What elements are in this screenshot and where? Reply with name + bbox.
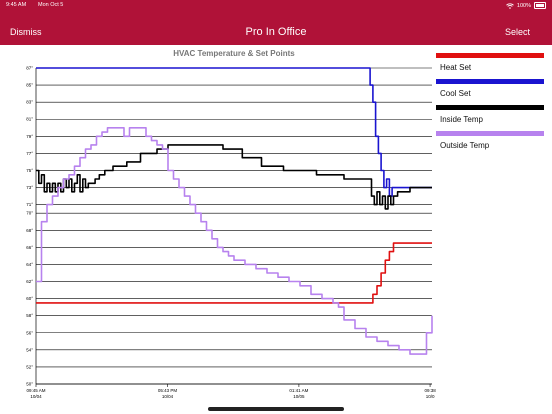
series-line-outside-temp <box>36 127 433 355</box>
status-time: 9:45 AM <box>6 2 27 8</box>
series-line-cool-set <box>36 67 432 197</box>
legend-swatch-heat-set <box>436 53 544 58</box>
x-tick-date: 10/04 <box>30 394 42 399</box>
legend-item-cool-set[interactable]: Cool Set <box>436 78 546 104</box>
hvac-chart: HVAC Temperature & Set Points 50° 52° 54° 56… <box>26 49 436 399</box>
x-tick-date: 10/04 <box>162 394 174 399</box>
y-tick-label: 50° <box>26 382 33 387</box>
nav-bar: Dismiss Pro In Office Select <box>0 12 552 45</box>
y-tick-label: 87° <box>26 66 33 71</box>
series-line-inside-temp <box>36 144 432 210</box>
legend-swatch-outside-temp <box>436 131 544 136</box>
status-right-group: 100% <box>506 2 546 9</box>
y-tick-label: 85° <box>26 83 33 88</box>
y-tick-label: 71° <box>26 202 33 207</box>
status-date: Mon Oct 5 <box>38 2 64 8</box>
battery-percent: 100% <box>516 2 531 9</box>
x-tick-time: 09:45 AM <box>26 388 45 393</box>
y-tick-label: 68° <box>26 228 33 233</box>
y-tick-label: 58° <box>26 313 33 318</box>
y-tick-label: 64° <box>26 262 33 267</box>
legend-label-heat-set: Heat Set <box>440 63 472 72</box>
legend-item-inside-temp[interactable]: Inside Temp <box>436 104 546 130</box>
y-tick-label: 81° <box>26 117 33 122</box>
x-tick-time: 01:41 AM <box>289 388 308 393</box>
home-indicator[interactable] <box>208 407 344 411</box>
page-title: Pro In Office <box>245 26 307 38</box>
legend-label-cool-set: Cool Set <box>440 89 471 98</box>
y-tick-label: 70° <box>26 211 33 216</box>
chart-title: HVAC Temperature & Set Points <box>173 49 295 58</box>
wifi-icon <box>506 2 514 9</box>
y-tick-label: 73° <box>26 185 33 190</box>
y-tick-label: 62° <box>26 279 33 284</box>
select-button[interactable]: Select <box>504 27 530 37</box>
y-tick-label: 60° <box>26 296 33 301</box>
y-tick-label: 75° <box>26 168 33 173</box>
y-tick-label: 79° <box>26 134 33 139</box>
battery-icon <box>534 2 546 9</box>
x-tick-date: 10/05 <box>293 394 305 399</box>
y-tick-label: 66° <box>26 245 33 250</box>
y-tick-label: 83° <box>26 100 33 105</box>
series-line-heat-set <box>36 242 432 304</box>
status-bar: 9:45 AM Mon Oct 5 100% <box>0 0 552 12</box>
legend-label-inside-temp: Inside Temp <box>440 115 483 124</box>
legend-swatch-inside-temp <box>436 105 544 110</box>
x-tick-date: 10/0 <box>426 394 435 399</box>
x-tick-time: 05:43 PM <box>158 388 178 393</box>
legend-item-outside-temp[interactable]: Outside Temp <box>436 130 546 156</box>
legend-swatch-cool-set <box>436 79 544 84</box>
x-tick-time: 09:38 <box>424 388 436 393</box>
legend-item-heat-set[interactable]: Heat Set <box>436 52 546 78</box>
y-tick-label: 77° <box>26 151 33 156</box>
y-tick-label: 56° <box>26 330 33 335</box>
y-tick-label: 52° <box>26 364 33 369</box>
dismiss-button[interactable]: Dismiss <box>10 27 42 37</box>
chart-legend: Heat Set Cool Set Inside Temp Outside Te… <box>436 52 546 156</box>
y-tick-label: 54° <box>26 347 33 352</box>
legend-label-outside-temp: Outside Temp <box>440 141 490 150</box>
